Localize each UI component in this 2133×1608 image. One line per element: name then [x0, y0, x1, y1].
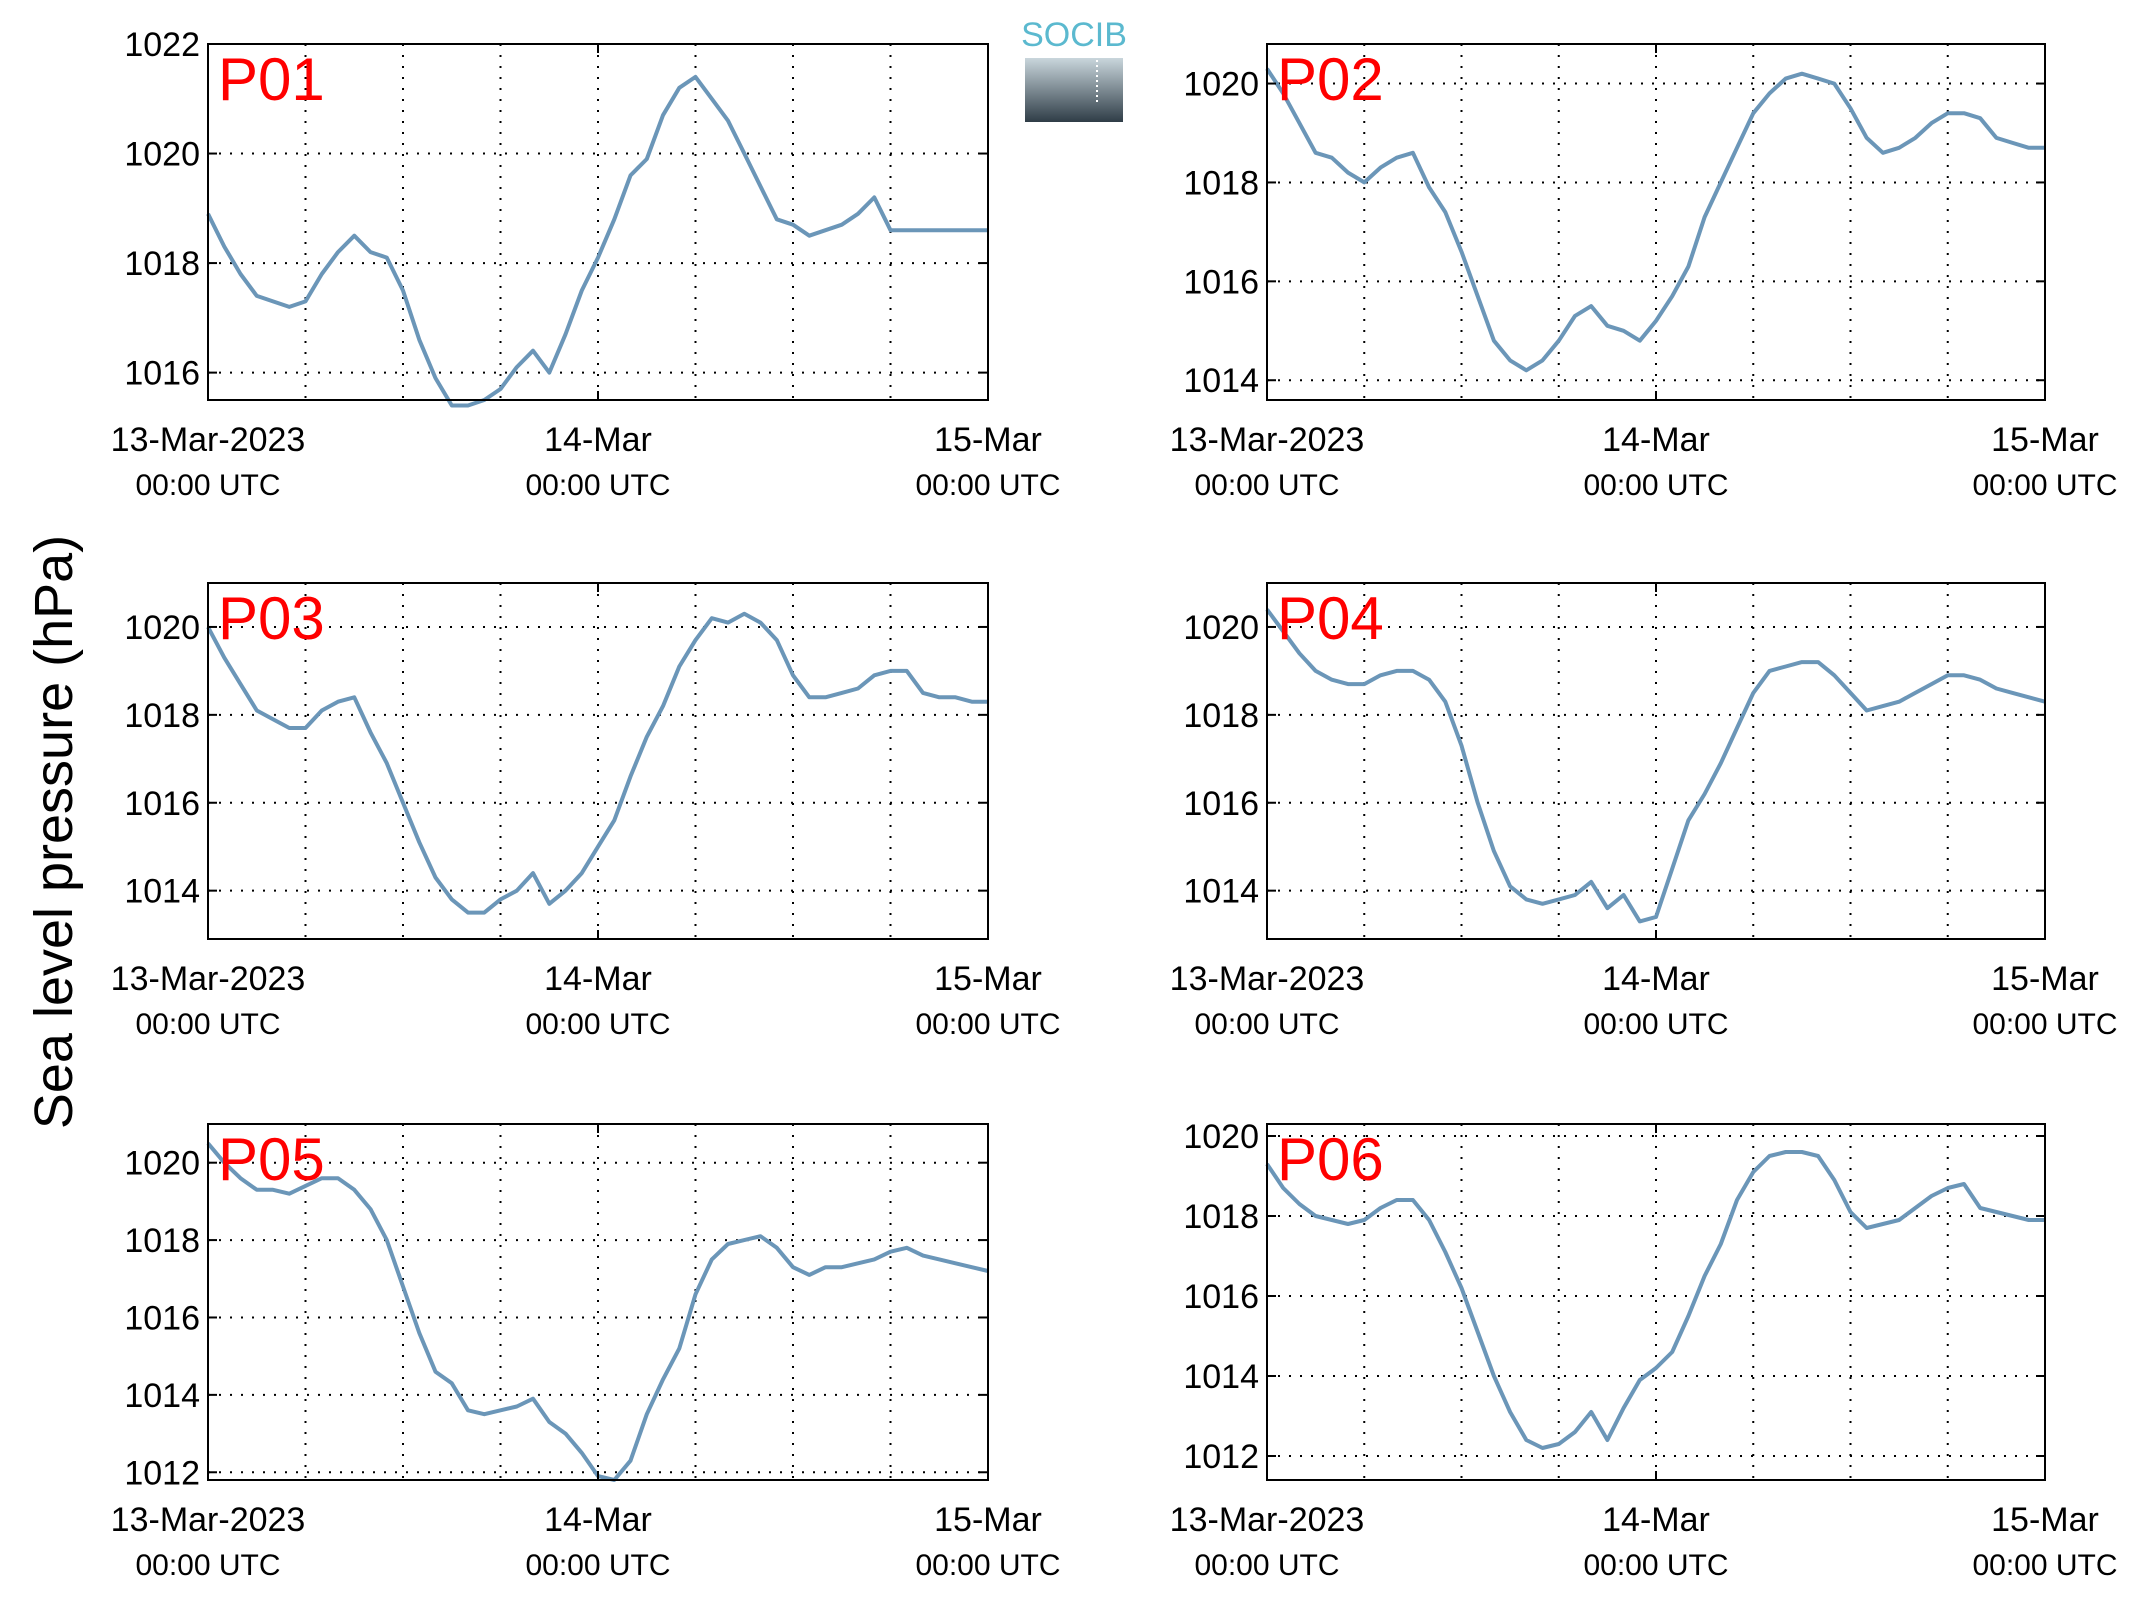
x-tick-label-time: 00:00 UTC: [1583, 1008, 1728, 1041]
x-tick-label-time: 00:00 UTC: [915, 469, 1060, 502]
x-tick-label-date: 15-Mar: [934, 960, 1042, 998]
y-tick-label: 1020: [124, 1145, 200, 1183]
x-tick-label-date: 13-Mar-2023: [111, 1501, 306, 1539]
x-tick-label-date: 14-Mar: [1602, 960, 1710, 998]
y-tick-label: 1016: [1183, 1278, 1259, 1316]
series-line-p06: [1265, 1150, 2045, 1450]
y-tick-label: 1020: [124, 136, 200, 174]
y-tick-label: 1018: [1183, 164, 1259, 202]
y-tick-label: 1018: [124, 245, 200, 283]
y-tick-label: 1012: [124, 1454, 200, 1492]
panel-label: P05: [218, 1126, 325, 1193]
x-tick-label-time: 00:00 UTC: [1194, 1549, 1339, 1582]
x-tick-label-date: 14-Mar: [1602, 421, 1710, 459]
x-tick-label-date: 15-Mar: [934, 421, 1042, 459]
x-tick-label-time: 00:00 UTC: [915, 1008, 1060, 1041]
y-tick-label: 1016: [1183, 263, 1259, 301]
y-tick-label: 1020: [1183, 66, 1259, 104]
panel-p03: 1014 1016 1018 1020 13-Mar-2023 00:00 UTC 14-M…: [111, 582, 1061, 1041]
y-tick-label: 1018: [1183, 1198, 1259, 1236]
x-tick-label-date: 15-Mar: [1991, 960, 2099, 998]
x-tick-label-time: 00:00 UTC: [135, 469, 280, 502]
series-line-p03: [206, 611, 988, 915]
panel-p01: 1016 1018 1020 1022 13-Mar-2023 00:00 UTC 14-M…: [111, 26, 1061, 502]
x-tick-label-time: 00:00 UTC: [1194, 1008, 1339, 1041]
y-tick-label: 1016: [124, 1299, 200, 1337]
x-tick-label-date: 14-Mar: [1602, 1501, 1710, 1539]
x-tick-label-time: 00:00 UTC: [525, 1549, 670, 1582]
logo-text: SOCIB: [1021, 16, 1127, 54]
x-tick-label-time: 00:00 UTC: [525, 469, 670, 502]
x-tick-label-time: 00:00 UTC: [135, 1008, 280, 1041]
series-line-p01: [206, 74, 988, 408]
x-tick-label-time: 00:00 UTC: [135, 1549, 280, 1582]
series-line-p04: [1265, 608, 2046, 924]
y-tick-label: 1014: [1183, 362, 1259, 400]
x-tick-label-time: 00:00 UTC: [1583, 469, 1728, 502]
panel-label: P03: [218, 585, 325, 652]
y-tick-label: 1020: [1183, 1118, 1259, 1156]
y-tick-label: 1020: [124, 609, 200, 647]
x-tick-label-time: 00:00 UTC: [1972, 469, 2117, 502]
panels: 1016 1018 1020 1022 13-Mar-2023 00:00 UTC 14-M…: [111, 26, 2118, 1582]
x-tick-label-time: 00:00 UTC: [1583, 1549, 1728, 1582]
panel-p04: 1014 1016 1018 1020 13-Mar-2023 00:00 UTC 14-M…: [1170, 582, 2118, 1041]
x-tick-label-date: 13-Mar-2023: [111, 421, 306, 459]
x-tick-label-date: 14-Mar: [544, 421, 652, 459]
x-tick-label-time: 00:00 UTC: [1194, 469, 1339, 502]
panel-label: P02: [1277, 46, 1384, 113]
y-tick-label: 1018: [124, 1222, 200, 1260]
x-tick-label-date: 15-Mar: [1991, 421, 2099, 459]
x-tick-label-date: 15-Mar: [934, 1501, 1042, 1539]
x-tick-label-date: 13-Mar-2023: [111, 960, 306, 998]
y-tick-label: 1014: [1183, 1358, 1259, 1396]
y-tick-label: 1016: [1183, 785, 1259, 823]
socib-logo: SOCIB: [1021, 16, 1127, 122]
x-tick-label-date: 13-Mar-2023: [1170, 421, 1365, 459]
logo-block: [1025, 58, 1123, 122]
y-tick-label: 1014: [124, 873, 200, 911]
y-tick-label: 1014: [1183, 873, 1259, 911]
panel-p06: 1012 1014 1016 1018 1020 13-Mar-2023 00:00 UTC…: [1170, 1118, 2118, 1582]
y-axis-label: Sea level pressure (hPa): [24, 535, 84, 1129]
panel-label: P04: [1277, 585, 1384, 652]
x-tick-label-time: 00:00 UTC: [525, 1008, 670, 1041]
x-tick-label-date: 14-Mar: [544, 960, 652, 998]
series-line-p02: [1265, 67, 2045, 373]
y-tick-label: 1016: [124, 785, 200, 823]
x-tick-label-time: 00:00 UTC: [915, 1549, 1060, 1582]
y-tick-label: 1016: [124, 355, 200, 393]
panel-label: P06: [1277, 1126, 1384, 1193]
x-tick-label-date: 15-Mar: [1991, 1501, 2099, 1539]
y-tick-label: 1022: [124, 26, 200, 64]
x-tick-label-time: 00:00 UTC: [1972, 1008, 2117, 1041]
y-tick-label: 1014: [124, 1377, 200, 1415]
x-tick-label-time: 00:00 UTC: [1972, 1549, 2117, 1582]
panel-p05: 1012 1014 1016 1018 1020 13-Mar-2023 00:00 UTC…: [111, 1123, 1061, 1582]
x-tick-label-date: 13-Mar-2023: [1170, 1501, 1365, 1539]
x-tick-label-date: 14-Mar: [544, 1501, 652, 1539]
x-tick-label-date: 13-Mar-2023: [1170, 960, 1365, 998]
panel-p02: 1014 1016 1018 1020 13-Mar-2023 00:00 UTC 14-M…: [1170, 43, 2118, 502]
y-tick-label: 1012: [1183, 1438, 1259, 1476]
y-tick-label: 1020: [1183, 609, 1259, 647]
panel-label: P01: [218, 46, 325, 113]
y-tick-label: 1018: [1183, 697, 1259, 735]
y-tick-label: 1018: [124, 697, 200, 735]
